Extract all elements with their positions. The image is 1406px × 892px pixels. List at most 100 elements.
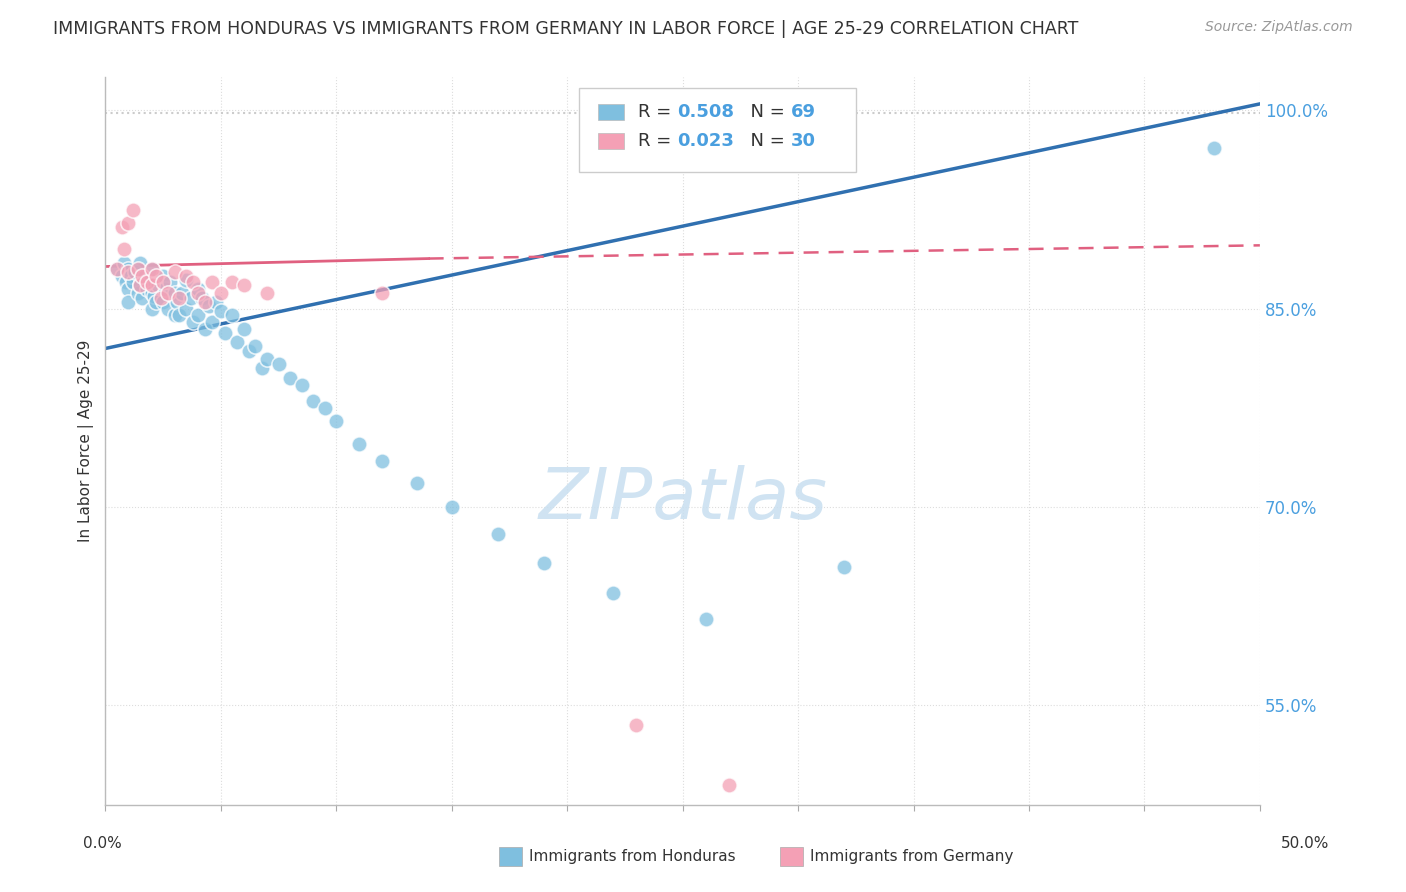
Point <box>371 454 394 468</box>
Point <box>145 268 167 283</box>
Point <box>695 612 717 626</box>
FancyBboxPatch shape <box>599 104 624 120</box>
FancyBboxPatch shape <box>579 88 856 172</box>
Point <box>152 295 174 310</box>
Point <box>129 278 152 293</box>
Text: 0.508: 0.508 <box>676 103 734 121</box>
Point <box>163 309 186 323</box>
Point <box>105 262 128 277</box>
Point <box>180 291 202 305</box>
Text: ZIPatlas: ZIPatlas <box>538 465 827 533</box>
Point <box>136 276 159 290</box>
Point <box>169 309 191 323</box>
Point <box>187 309 209 323</box>
Point <box>159 276 181 290</box>
Point <box>127 285 149 300</box>
Point <box>221 276 243 290</box>
Point <box>136 282 159 296</box>
Point <box>117 262 139 277</box>
Point <box>110 268 132 283</box>
Point <box>122 276 145 290</box>
Point <box>232 321 254 335</box>
Point <box>181 315 204 329</box>
FancyBboxPatch shape <box>599 134 624 150</box>
Point <box>152 276 174 290</box>
Point <box>131 268 153 283</box>
Point <box>221 309 243 323</box>
Text: N =: N = <box>740 103 790 121</box>
Text: N =: N = <box>740 132 790 151</box>
Point <box>152 268 174 283</box>
Point <box>256 285 278 300</box>
Point <box>112 255 135 269</box>
Text: 0.023: 0.023 <box>676 132 734 151</box>
Text: 0.0%: 0.0% <box>83 836 122 851</box>
Point <box>371 285 394 300</box>
Point <box>198 299 221 313</box>
Point <box>1202 140 1225 154</box>
Text: Immigrants from Honduras: Immigrants from Honduras <box>529 849 735 863</box>
Point <box>122 202 145 217</box>
Point <box>226 334 249 349</box>
Point <box>174 268 197 283</box>
Point <box>148 278 170 293</box>
Point <box>120 268 142 283</box>
Point <box>124 265 146 279</box>
Point <box>105 262 128 277</box>
Point <box>406 476 429 491</box>
Point <box>112 242 135 256</box>
Text: 50.0%: 50.0% <box>1281 836 1329 851</box>
Point <box>278 370 301 384</box>
Point <box>117 295 139 310</box>
Point <box>141 278 163 293</box>
Point <box>115 276 138 290</box>
Text: IMMIGRANTS FROM HONDURAS VS IMMIGRANTS FROM GERMANY IN LABOR FORCE | AGE 25-29 C: IMMIGRANTS FROM HONDURAS VS IMMIGRANTS F… <box>53 20 1078 37</box>
Point <box>238 344 260 359</box>
Point <box>626 718 648 732</box>
Point <box>200 276 222 290</box>
Point <box>717 778 740 792</box>
Point <box>163 285 186 300</box>
Point <box>187 285 209 300</box>
Point <box>349 436 371 450</box>
Point <box>169 291 191 305</box>
Point <box>440 500 463 514</box>
Point <box>131 291 153 305</box>
Point <box>117 216 139 230</box>
Point <box>187 282 209 296</box>
Point <box>252 361 274 376</box>
Point <box>302 394 325 409</box>
Point <box>181 276 204 290</box>
Point <box>325 414 347 428</box>
Point <box>602 586 624 600</box>
Point <box>174 273 197 287</box>
Text: R =: R = <box>637 132 676 151</box>
Point <box>117 282 139 296</box>
Point <box>267 357 290 371</box>
Point <box>486 526 509 541</box>
Point <box>156 301 179 316</box>
Point <box>194 321 217 335</box>
Point <box>166 295 188 310</box>
Point <box>256 351 278 366</box>
Point <box>110 219 132 234</box>
Point <box>141 285 163 300</box>
Point <box>142 288 165 302</box>
Point <box>291 378 314 392</box>
Point <box>134 268 156 283</box>
Point <box>117 265 139 279</box>
Point <box>194 295 217 310</box>
Y-axis label: In Labor Force | Age 25-29: In Labor Force | Age 25-29 <box>79 340 94 542</box>
Point <box>145 295 167 310</box>
Text: R =: R = <box>637 103 676 121</box>
Text: Immigrants from Germany: Immigrants from Germany <box>810 849 1014 863</box>
Point <box>314 401 336 415</box>
Point <box>155 282 177 296</box>
Point <box>245 339 267 353</box>
Point <box>533 556 555 570</box>
Point <box>141 262 163 277</box>
Point <box>129 278 152 293</box>
Point <box>232 278 254 293</box>
Point <box>141 262 163 277</box>
Point <box>170 285 193 300</box>
